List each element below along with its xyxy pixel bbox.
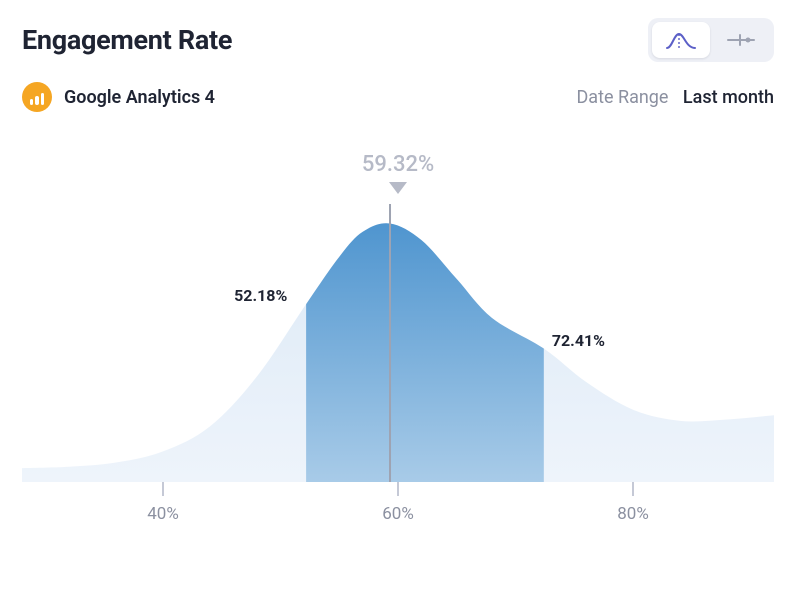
x-tick (632, 482, 634, 496)
date-range-label: Date Range (576, 87, 668, 108)
x-tick-label: 60% (382, 504, 414, 524)
date-range[interactable]: Date Range Last month (576, 87, 774, 108)
distribution-chart: 59.32% 52.18% 72.41% 40% 60% 80% (22, 152, 774, 532)
distribution-view-button[interactable] (652, 22, 710, 58)
x-tick (162, 482, 164, 496)
date-range-value: Last month (683, 87, 774, 108)
range-icon (726, 30, 756, 50)
x-tick (397, 482, 399, 496)
x-axis: 40% 60% 80% (22, 482, 774, 532)
band-from-label: 52.18% (234, 286, 287, 305)
range-view-button[interactable] (712, 22, 770, 58)
page-title: Engagement Rate (22, 24, 232, 56)
x-tick-label: 40% (147, 504, 179, 524)
data-source-name: Google Analytics 4 (64, 87, 215, 108)
distribution-icon (666, 30, 696, 50)
x-tick-label: 80% (617, 504, 649, 524)
chart-view-toggle (648, 18, 774, 62)
peak-value-label: 59.32% (362, 152, 434, 177)
ga4-icon (22, 82, 52, 112)
distribution-curve (22, 204, 774, 482)
band-to-label: 72.41% (552, 331, 605, 350)
peak-marker-icon (389, 182, 407, 194)
